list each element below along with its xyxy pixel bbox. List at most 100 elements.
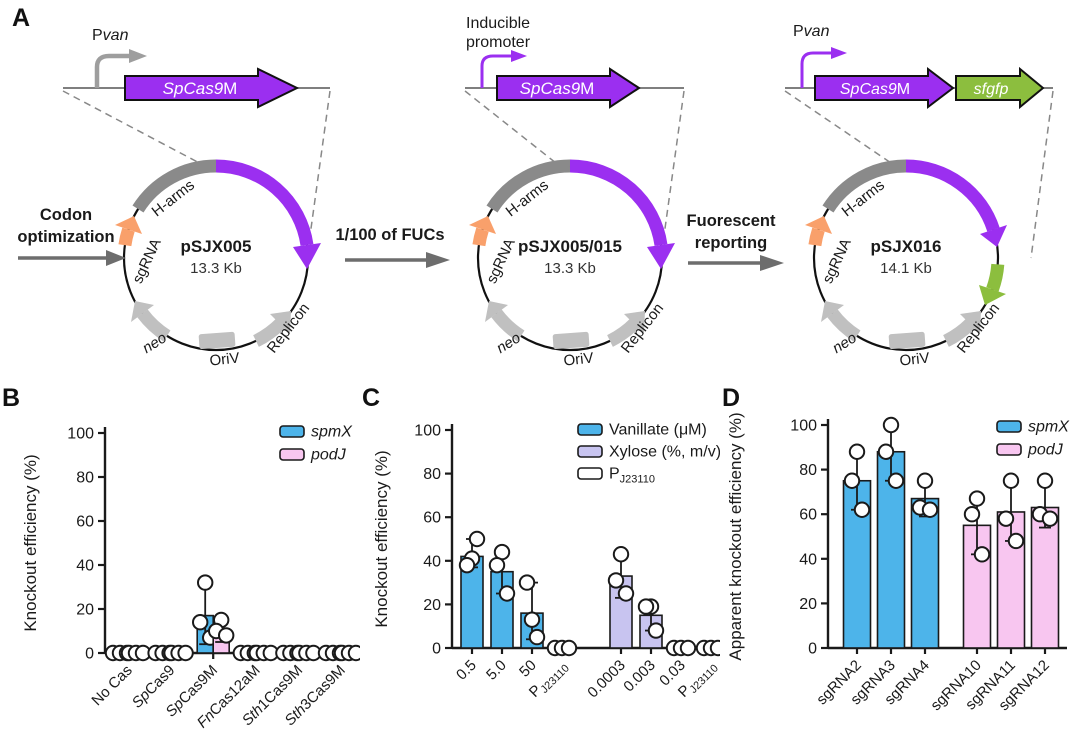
y-tick-label: 20 <box>76 602 94 619</box>
data-point <box>458 556 476 574</box>
plasmid-size: 14.1 Kb <box>880 260 932 277</box>
data-point <box>617 585 635 602</box>
pvan-promoter-arrow <box>94 53 130 88</box>
spcas9m-gene-label: SpCas9M <box>840 81 910 98</box>
zoom-dashed-line-right <box>1030 90 1054 259</box>
legend-label: spmX <box>311 424 353 441</box>
y-tick-label: 80 <box>423 466 441 483</box>
construct-psjx005: Pvan SpCas9M sgRNA H-arms neo OriV Repli… <box>62 27 331 370</box>
legend-swatch <box>577 467 603 480</box>
zoom-dashed-line-left <box>784 90 898 168</box>
chart-svg: 0 20 40 60 80 100 Knockout efficiency (%) No Ca… <box>21 424 365 732</box>
data-point <box>192 614 209 631</box>
y-axis-title: Apparent knockout efficiency (%) <box>726 412 745 660</box>
y-tick-label: 20 <box>423 597 441 614</box>
x-tick-label: 5.0 <box>483 657 510 684</box>
data-point <box>843 472 861 489</box>
pvan-promoter-arrow <box>800 51 832 88</box>
panel-label-a: A <box>12 4 31 32</box>
legend-swatch <box>279 425 305 438</box>
sgrna-arrow-arc <box>472 227 489 247</box>
data-point <box>921 501 939 518</box>
data-point <box>612 546 630 563</box>
legend-label: podJ <box>1027 442 1064 459</box>
transition-label-line2: optimization <box>17 228 114 246</box>
y-tick-label: 80 <box>76 470 94 487</box>
y-tick-label: 40 <box>76 558 94 575</box>
data-point <box>882 416 900 434</box>
transition-arrowhead <box>106 250 126 266</box>
cas9-cassette-arc <box>905 159 1000 232</box>
data-point <box>968 490 986 507</box>
y-tick-label: 40 <box>799 551 817 568</box>
sfgfp-arrowhead <box>979 285 1006 305</box>
spcas9m-gene-label: SpCas9M <box>163 79 238 98</box>
cas9-cassette-arc <box>215 159 314 247</box>
data-point <box>1002 472 1020 489</box>
data-point <box>679 639 697 657</box>
spcas9m-gene-label: SpCas9M <box>520 79 595 98</box>
legend-label: Xylose (%, m/v) <box>609 444 720 461</box>
legend-swatch <box>279 448 305 461</box>
y-tick-label: 40 <box>423 553 441 570</box>
zoom-dashed-line-left <box>62 90 208 168</box>
data-point <box>518 574 536 591</box>
transition-arrowhead <box>760 255 784 271</box>
transition-label-line2: reporting <box>695 234 767 252</box>
data-point <box>916 472 934 489</box>
legend-swatch <box>577 445 603 458</box>
x-tick-label: 0.0003 <box>584 657 628 701</box>
h-arms-arc <box>822 159 907 213</box>
sgrna-arrowhead <box>115 216 142 234</box>
plasmid-name: pSJX016 <box>871 237 942 256</box>
inducible-promoter-arrow <box>480 54 512 88</box>
neo-arrow-arc <box>827 309 861 342</box>
y-axis-title: Knockout efficiency (%) <box>21 454 40 631</box>
panel-label-d: D <box>722 384 741 412</box>
data-point <box>1007 532 1025 550</box>
plasmid-name: pSJX005/015 <box>518 237 622 256</box>
inducible-promoter-label-line1: Inducible <box>466 15 530 32</box>
neo-arrowhead <box>821 301 844 322</box>
oriv-box <box>552 331 590 350</box>
data-point <box>848 443 866 460</box>
data-point <box>853 501 871 518</box>
x-tick-label: 50 <box>516 657 540 681</box>
pvan-promoter-label: Pvan <box>793 23 830 40</box>
transition-codon-optimization: Codon optimization <box>17 206 126 266</box>
legend-label: spmX <box>1028 419 1070 436</box>
cas9-cassette-arc <box>569 159 668 247</box>
oriv-box <box>888 331 926 350</box>
y-tick-label: 100 <box>67 426 94 443</box>
y-axis-title: Knockout efficiency (%) <box>372 450 391 627</box>
transition-label-line1: 1/100 of FUCs <box>335 226 444 244</box>
replicon-arrowhead <box>960 311 981 334</box>
h-arms-arc <box>486 159 571 213</box>
cas9-cassette-arrowhead <box>293 243 321 269</box>
construct-psjx016: Pvan SpCas9M sfgfp sgRNA H-arms neo OriV… <box>784 23 1054 370</box>
plasmid-size: 13.3 Kb <box>544 260 596 277</box>
data-point <box>528 628 546 646</box>
neo-arrow-arc <box>137 309 171 342</box>
legend-label: podJ <box>310 447 347 464</box>
y-tick-label: 0 <box>808 641 817 658</box>
data-point <box>1036 472 1054 489</box>
chart-svg: 0 20 40 60 80 100 Apparent knockout efficiency… <box>726 412 1070 714</box>
y-tick-label: 60 <box>799 507 817 524</box>
transition-label-line1: Fuorescent <box>687 212 776 230</box>
replicon-arrowhead <box>624 311 645 334</box>
data-point <box>560 639 578 657</box>
panel-label-b: B <box>2 384 21 412</box>
pvan-promoter-arrowhead <box>831 47 847 59</box>
neo-arrowhead <box>485 301 508 322</box>
data-point <box>877 443 895 460</box>
y-tick-label: 100 <box>790 418 817 435</box>
data-point <box>887 472 905 489</box>
y-tick-label: 0 <box>432 641 441 658</box>
cas9-cassette-arrowhead <box>647 243 675 269</box>
plasmid-size: 13.3 Kb <box>190 260 242 277</box>
sfgfp-gene-label: sfgfp <box>974 81 1009 98</box>
replicon-arrowhead <box>270 311 291 334</box>
data-point <box>963 506 981 523</box>
sgrna-arrow-arc <box>808 227 825 247</box>
